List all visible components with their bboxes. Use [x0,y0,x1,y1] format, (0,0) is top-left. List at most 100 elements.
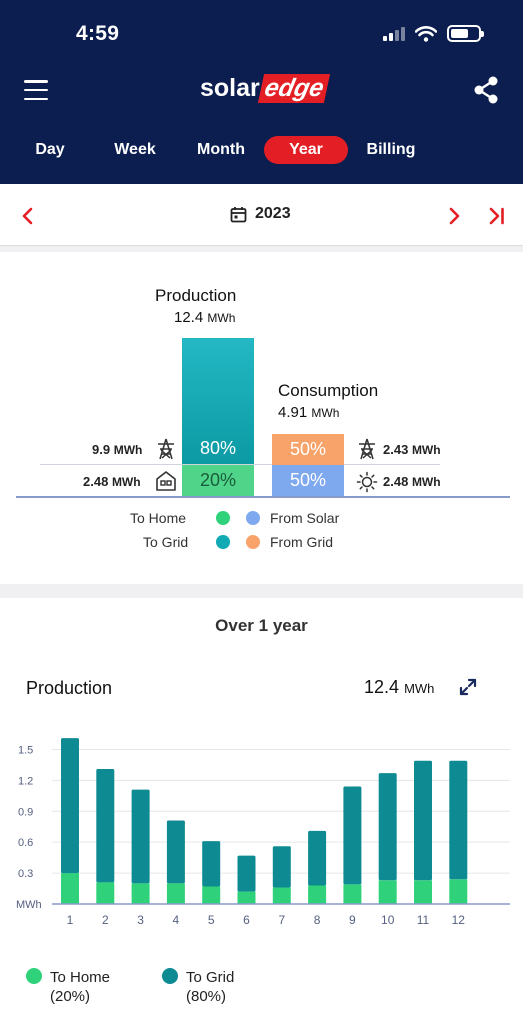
chart-legend-to-home-dot [26,968,42,984]
last-period-icon[interactable] [488,207,506,225]
x-tick-label: 2 [102,913,109,927]
y-axis-label: MWh [16,899,42,911]
y-tick-label: 0.6 [18,837,33,849]
x-tick-label: 11 [417,913,430,927]
baseline [16,496,510,498]
next-period-icon[interactable] [448,207,462,225]
chart-total: 12.4 MWh [364,677,435,697]
wifi-icon [415,25,437,42]
y-tick-label: 0.9 [18,806,33,818]
bar-segment [378,773,397,881]
bar-segment [308,830,327,886]
chart-legend-to-grid-dot [162,968,178,984]
bar-segment [343,884,362,904]
to-grid-block[interactable]: 80% [182,338,254,464]
legend-to-grid-label: To Grid [143,534,189,550]
date-selector[interactable]: 2023 [230,205,291,223]
app-header: 4:59 solar edge Day Week Month Year Billi… [0,0,523,184]
tab-year[interactable]: Year [264,136,348,164]
x-tick-label: 8 [314,913,321,927]
bar-segment [131,883,150,904]
power-tower-icon [158,438,174,460]
expand-icon[interactable] [458,677,478,697]
bar-segment [237,891,256,904]
calendar-icon [230,206,247,222]
x-tick-label: 3 [137,913,144,927]
bar-segment [202,841,221,887]
power-tower-icon [359,438,375,460]
x-tick-label: 7 [278,913,285,927]
bar-segment [272,887,291,904]
period-tabs: Day Week Month Year Billing [0,136,523,166]
bar-segment [343,786,362,885]
y-tick-label: 1.2 [18,775,33,787]
bar-segment [131,789,150,884]
bar-segment [166,820,185,884]
from-grid-value: 2.43 MWh [383,442,441,457]
to-home-value: 2.48 MWh [83,474,141,489]
divider-line [40,464,440,465]
production-value: 12.4 MWh [174,309,236,326]
x-tick-label: 5 [208,913,215,927]
y-tick-label: 1.5 [18,744,33,756]
legend-from-grid-dot [246,535,260,549]
status-icons [383,25,484,42]
legend-from-grid-label: From Grid [270,534,333,550]
bar-segment [166,883,185,904]
home-icon [156,471,176,491]
to-home-block[interactable]: 20% [182,465,254,496]
consumption-value: 4.91 MWh [278,404,340,421]
status-time: 4:59 [76,22,120,45]
production-title: Production [155,286,237,305]
tab-day[interactable]: Day [35,141,65,158]
solaredge-logo: solar edge [200,74,331,103]
section-divider [0,584,523,598]
x-tick-label: 12 [452,913,466,927]
bar-segment [378,880,397,904]
date-navigation: 2023 [0,184,523,246]
legend-to-home-label: To Home [130,510,187,526]
bar-segment [61,873,79,904]
tab-month[interactable]: Month [197,141,245,158]
bar-segment [449,879,468,904]
bar-segment [96,769,115,883]
bar-segment [272,846,291,888]
section-divider [0,246,523,252]
y-tick-label: 0.3 [18,868,33,880]
x-tick-label: 9 [349,913,356,927]
hamburger-menu-icon[interactable] [24,80,48,100]
share-icon[interactable] [473,76,499,104]
previous-period-icon[interactable] [20,207,34,225]
x-tick-label: 10 [381,913,395,927]
from-solar-value: 2.48 MWh [383,474,441,489]
legend-to-home-dot [216,511,230,525]
bar-segment [449,760,468,880]
date-label: 2023 [255,205,291,222]
bar-segment [202,886,221,904]
production-chart-card: Over 1 year Production 12.4 MWh 0.3 0.6 0.… [0,598,523,1024]
tab-billing[interactable]: Billing [366,141,416,158]
x-tick-label: 1 [67,913,74,927]
energy-balance-card: Production 12.4 MWh Consumption 4.91 MWh… [0,252,523,584]
battery-icon [447,25,484,42]
bar-segment [237,855,256,892]
to-grid-value: 9.9 MWh [92,442,143,457]
legend-from-solar-label: From Solar [270,510,340,526]
chart-legend-to-home: To Home (20%) [50,969,111,1005]
bar-segment [61,738,79,874]
tab-week[interactable]: Week [114,141,156,158]
legend-from-solar-dot [246,511,260,525]
bar-segment [414,880,432,904]
from-grid-block[interactable]: 50% [272,434,344,465]
consumption-title: Consumption [278,381,379,400]
x-tick-label: 4 [173,913,180,927]
bar-segment [414,760,432,881]
legend-to-grid-dot [216,535,230,549]
from-solar-block[interactable]: 50% [272,465,344,496]
chart-legend-to-grid: To Grid (80%) [186,969,235,1005]
sun-icon [356,471,378,493]
cellular-signal-icon [383,26,405,41]
x-tick-label: 6 [243,913,250,927]
bar-segment [308,885,327,904]
